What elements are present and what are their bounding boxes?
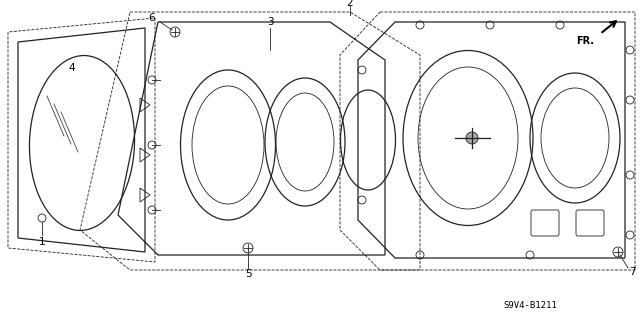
Circle shape — [466, 132, 478, 144]
Text: FR.: FR. — [576, 36, 594, 46]
Text: 1: 1 — [38, 237, 45, 247]
Text: 7: 7 — [628, 267, 636, 277]
Text: 4: 4 — [68, 63, 76, 73]
Text: S9V4-B1211: S9V4-B1211 — [503, 301, 557, 310]
Text: 2: 2 — [347, 0, 353, 8]
Text: 6: 6 — [148, 13, 156, 23]
Text: 3: 3 — [267, 17, 273, 27]
Text: 5: 5 — [244, 269, 252, 279]
